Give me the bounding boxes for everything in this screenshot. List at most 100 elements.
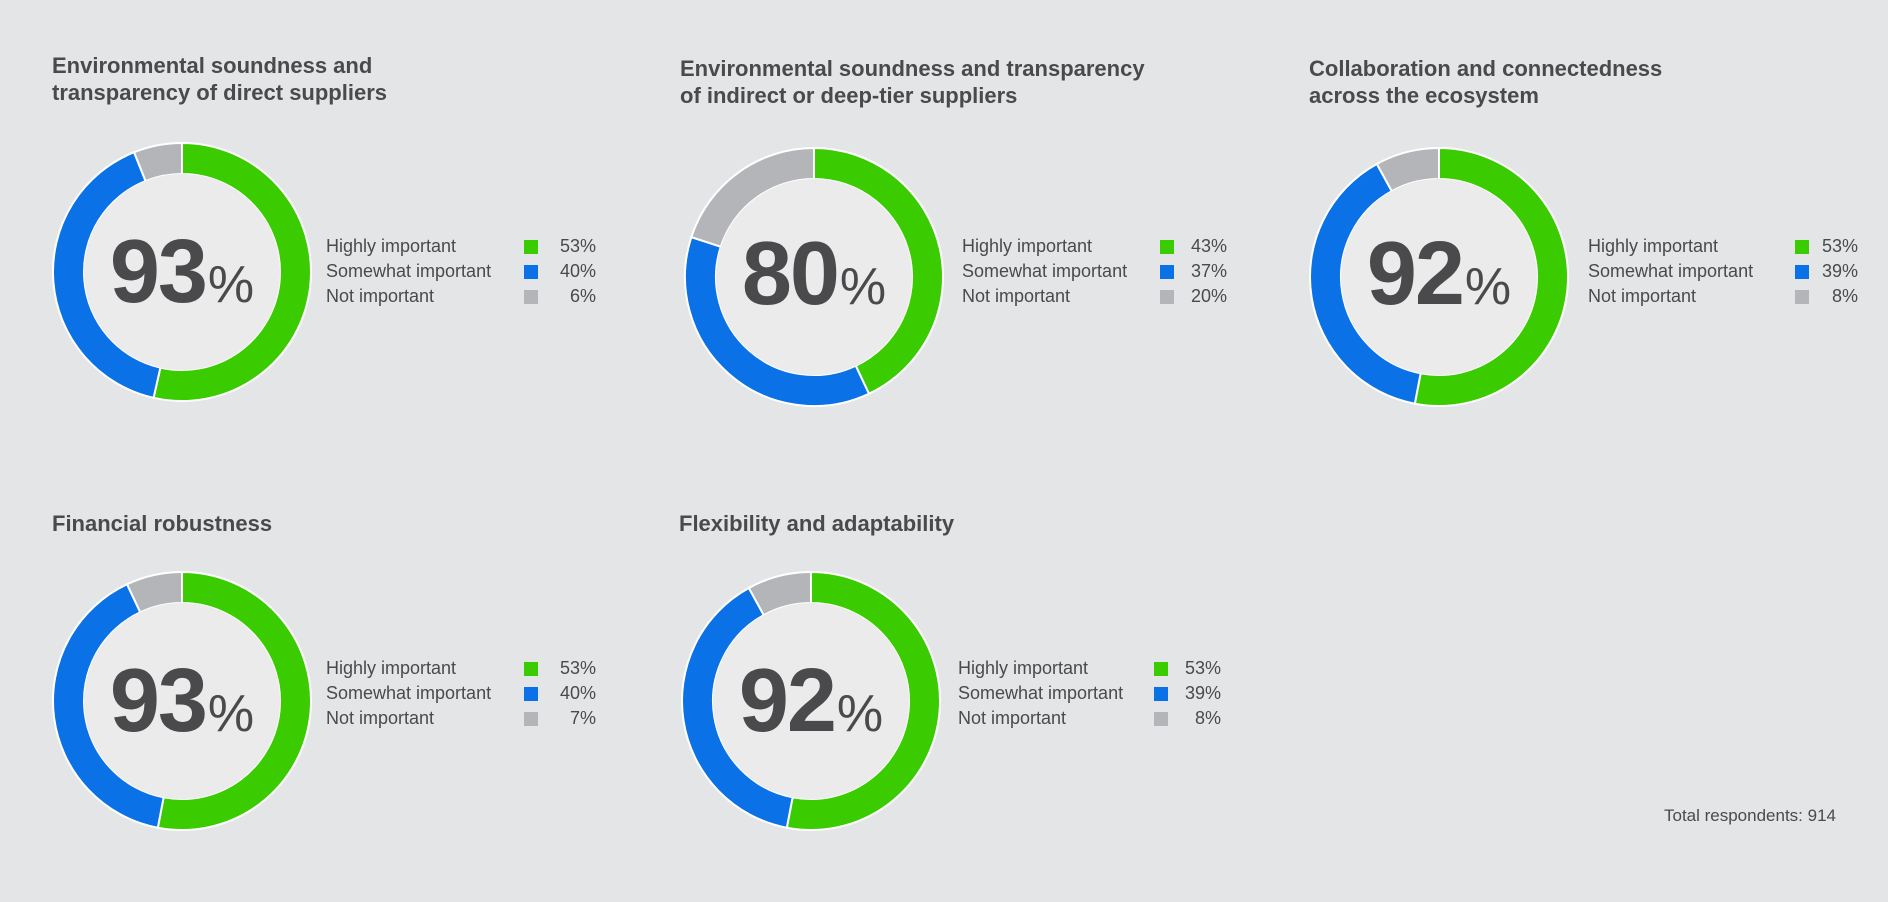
legend-label: Not important	[958, 708, 1067, 728]
legend-label: Somewhat important	[962, 261, 1128, 281]
legend-row-not: Not important 8%	[1588, 284, 1858, 309]
legend-label: Somewhat important	[326, 261, 492, 281]
donut-svg	[1309, 146, 1569, 407]
legend-label: Highly important	[326, 236, 457, 256]
legend-swatch-not	[1154, 712, 1168, 726]
legend: Highly important 53% Somewhat important …	[1588, 234, 1858, 309]
center-total: 92%	[681, 656, 941, 746]
total-respondents-note: Total respondents: 914	[1663, 806, 1836, 825]
center-total-unit: %	[207, 685, 255, 743]
legend-value: 7%	[569, 708, 596, 728]
donut-svg	[684, 146, 944, 407]
donut-chart: 93%	[52, 141, 312, 402]
legend-label: Not important	[326, 708, 435, 728]
legend-row-somewhat: Somewhat important 37%	[962, 259, 1227, 284]
legend-swatch-not	[1160, 290, 1174, 304]
legend-swatch-highly	[1154, 662, 1168, 676]
donut-chart: 93%	[52, 570, 312, 831]
center-total: 92%	[1309, 229, 1569, 319]
center-total-unit: %	[1464, 258, 1512, 316]
donut-center	[716, 179, 912, 375]
donut-chart: 92%	[1309, 146, 1569, 407]
legend-row-not: Not important 6%	[326, 284, 596, 309]
legend-row-highly: Highly important 53%	[326, 656, 596, 681]
donut-svg	[52, 570, 312, 831]
legend-label: Not important	[962, 286, 1071, 306]
legend-row-not: Not important 8%	[958, 706, 1221, 731]
legend-row-highly: Highly important 53%	[1588, 234, 1858, 259]
legend-label: Highly important	[958, 658, 1089, 678]
legend-value: 37%	[1190, 261, 1227, 281]
donut-center	[84, 174, 280, 370]
legend-swatch-somewhat	[524, 265, 538, 279]
donut-svg	[52, 141, 312, 402]
legend-label: Highly important	[1588, 236, 1719, 256]
chart-panel-flexibility: Flexibility and adaptability 92% Highly …	[679, 510, 1239, 840]
chart-title: Financial robustness	[52, 510, 272, 537]
center-total-number: 93	[109, 651, 208, 751]
chart-title-line-2: of indirect or deep-tier suppliers	[680, 83, 1018, 108]
chart-title-line-1: Environmental soundness and transparency	[680, 56, 1145, 81]
legend-value: 6%	[569, 286, 596, 306]
legend-swatch-not	[524, 290, 538, 304]
legend-row-somewhat: Somewhat important 39%	[958, 681, 1221, 706]
legend-label: Not important	[1588, 286, 1697, 306]
legend-row-somewhat: Somewhat important 39%	[1588, 259, 1858, 284]
chart-title-line-1: Environmental soundness and	[52, 53, 373, 78]
legend-swatch-highly	[1795, 240, 1809, 254]
donut-chart: 92%	[681, 570, 941, 831]
legend-value: 40%	[559, 261, 596, 281]
donut-center	[713, 603, 909, 799]
donut-center	[84, 603, 280, 799]
chart-panel-financial-robustness: Financial robustness 93% Highly importan…	[52, 510, 612, 840]
legend-value: 43%	[1190, 236, 1227, 256]
legend-value: 39%	[1184, 683, 1221, 703]
legend-row-highly: Highly important 53%	[326, 234, 596, 259]
chart-title-line-1: Flexibility and adaptability	[679, 511, 955, 536]
chart-title: Environmental soundness and transparency…	[52, 52, 387, 106]
legend-value: 39%	[1821, 261, 1858, 281]
donut-chart: 80%	[684, 146, 944, 407]
legend-swatch-somewhat	[1795, 265, 1809, 279]
center-total-number: 93	[109, 222, 208, 322]
legend-label: Somewhat important	[958, 683, 1124, 703]
legend-swatch-somewhat	[1160, 265, 1174, 279]
chart-title: Collaboration and connectedness across t…	[1309, 55, 1662, 109]
legend: Highly important 43% Somewhat important …	[962, 234, 1227, 309]
legend-value: 53%	[1184, 658, 1221, 678]
legend-value: 53%	[559, 236, 596, 256]
center-total-unit: %	[839, 258, 887, 316]
legend-row-not: Not important 20%	[962, 284, 1227, 309]
center-total-unit: %	[207, 256, 255, 314]
legend-label: Somewhat important	[326, 683, 492, 703]
donut-center	[1341, 179, 1537, 375]
legend-row-highly: Highly important 53%	[958, 656, 1221, 681]
legend: Highly important 53% Somewhat important …	[958, 656, 1221, 731]
chart-panel-direct-suppliers: Environmental soundness and transparency…	[52, 52, 612, 412]
legend-row-highly: Highly important 43%	[962, 234, 1227, 259]
legend-swatch-highly	[524, 240, 538, 254]
legend-value: 53%	[559, 658, 596, 678]
center-total-number: 92	[1366, 224, 1465, 324]
legend-label: Somewhat important	[1588, 261, 1754, 281]
legend-swatch-somewhat	[524, 687, 538, 701]
legend-swatch-not	[524, 712, 538, 726]
legend-row-not: Not important 7%	[326, 706, 596, 731]
chart-title-line-1: Collaboration and connectedness	[1309, 56, 1663, 81]
legend-swatch-highly	[1160, 240, 1174, 254]
chart-panel-collaboration: Collaboration and connectedness across t…	[1309, 55, 1869, 415]
center-total: 80%	[684, 229, 944, 319]
legend-value: 40%	[559, 683, 596, 703]
center-total-number: 92	[738, 651, 837, 751]
chart-title-line-1: Financial robustness	[52, 511, 273, 536]
chart-panel-indirect-suppliers: Environmental soundness and transparency…	[680, 55, 1240, 415]
legend-value: 53%	[1821, 236, 1858, 256]
legend-label: Highly important	[962, 236, 1093, 256]
chart-title: Flexibility and adaptability	[679, 510, 954, 537]
chart-title-line-2: transparency of direct suppliers	[52, 80, 387, 105]
legend-value: 8%	[1194, 708, 1221, 728]
donut-svg	[681, 570, 941, 831]
legend: Highly important 53% Somewhat important …	[326, 234, 596, 309]
center-total: 93%	[52, 656, 312, 746]
chart-title-line-2: across the ecosystem	[1309, 83, 1539, 108]
